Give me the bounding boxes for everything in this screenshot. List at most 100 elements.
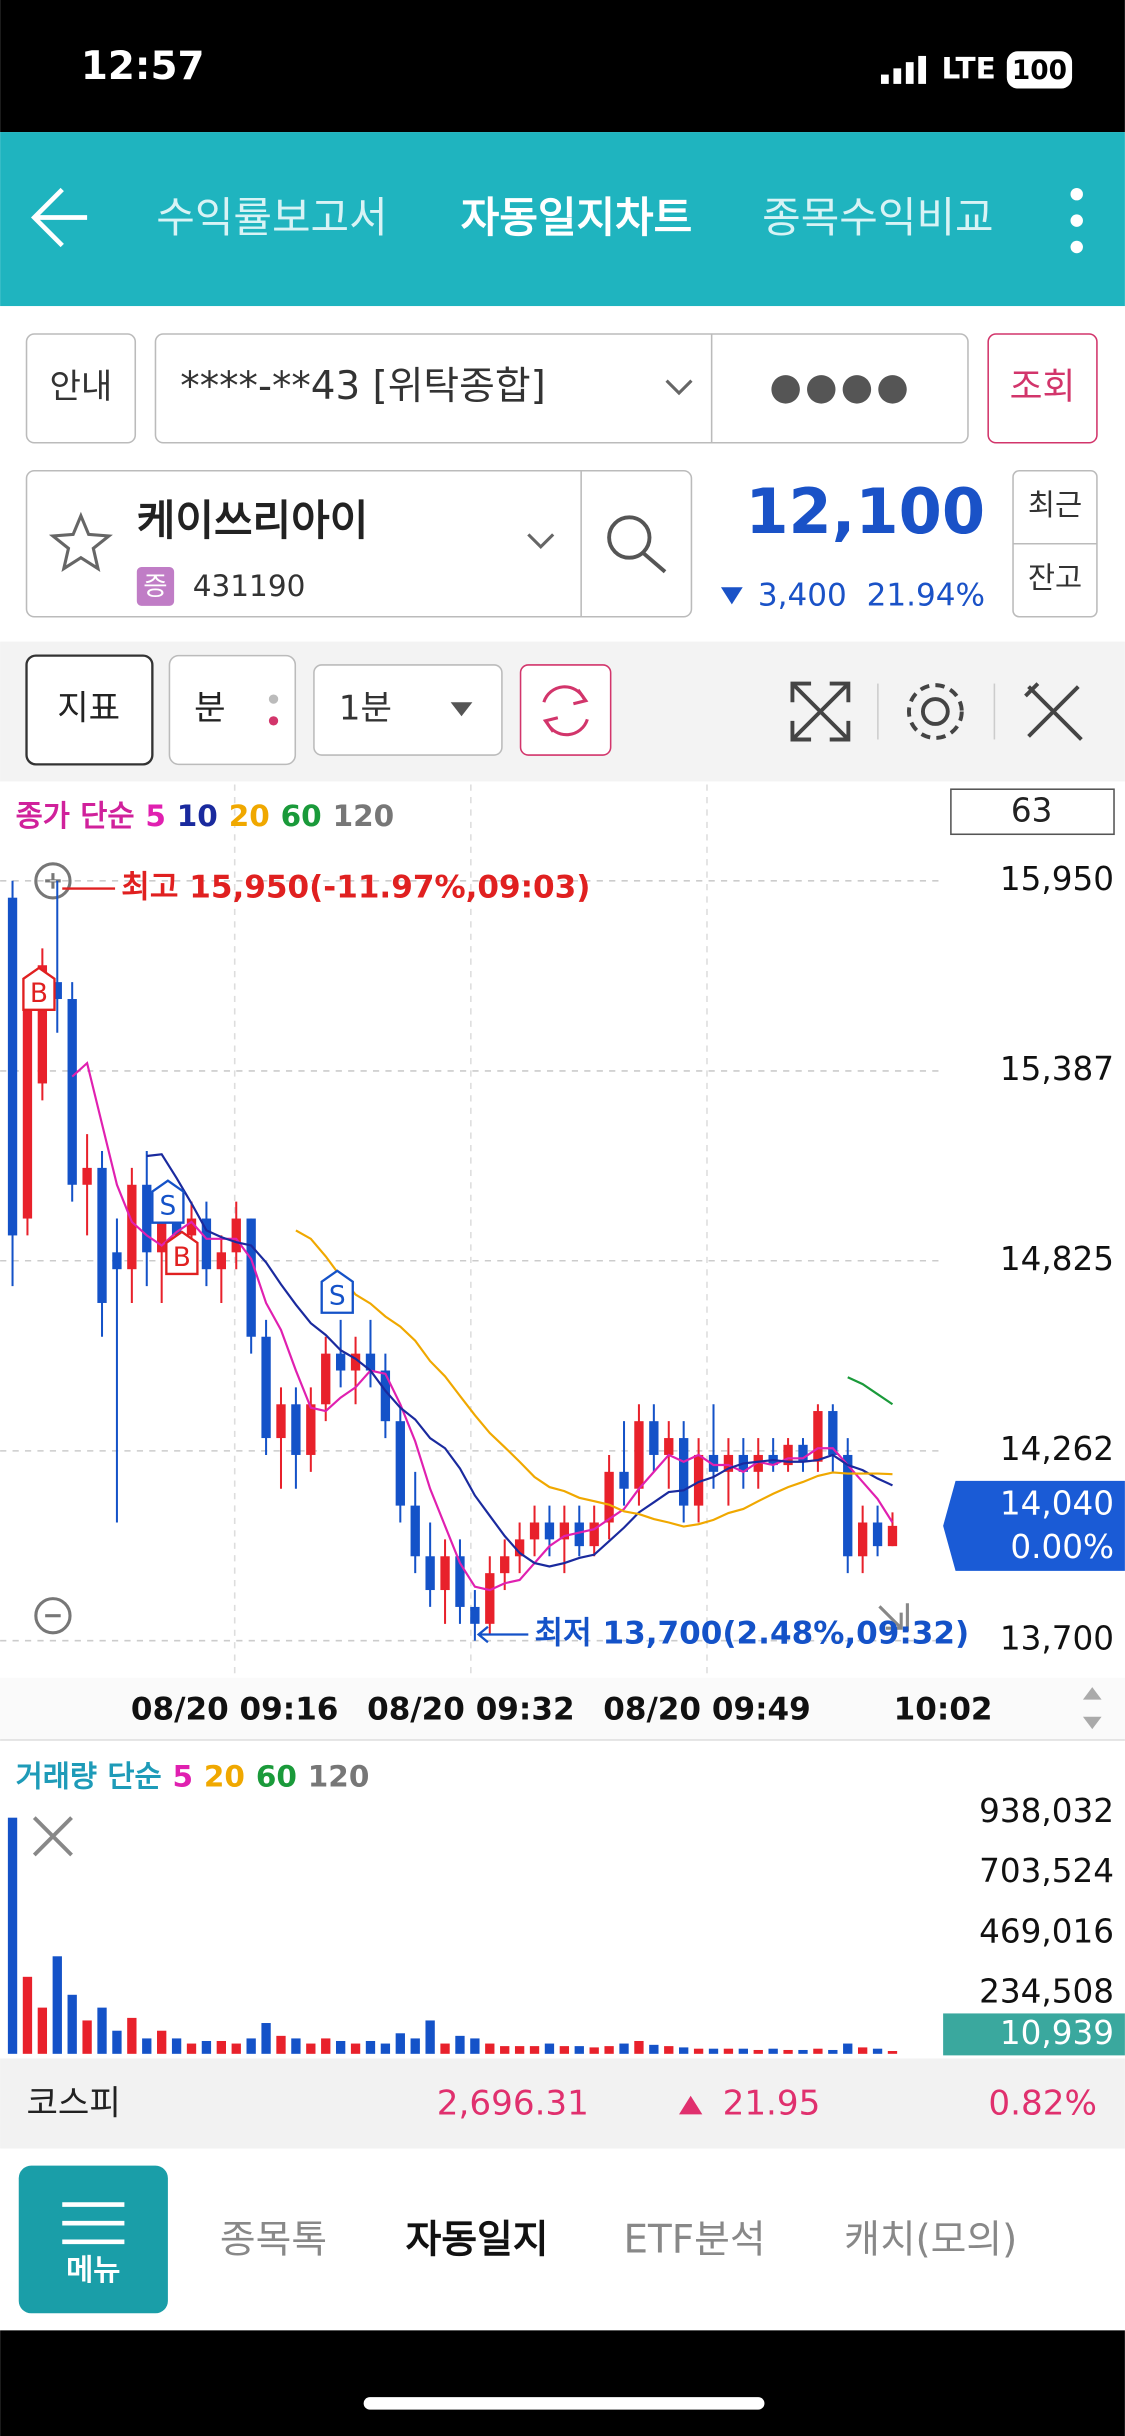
query-button[interactable] [987, 333, 1098, 444]
more-button[interactable] [1070, 187, 1083, 254]
candle-body [157, 1218, 167, 1253]
signal-icon [880, 55, 927, 84]
signal-marker [22, 966, 56, 1011]
stock-select[interactable] [25, 469, 693, 618]
guide-button[interactable] [25, 333, 137, 444]
volume-bar [82, 2020, 92, 2054]
stock-price: 12,100 [745, 475, 985, 548]
legend-entry: 10 [177, 799, 218, 833]
volume-bar [276, 2035, 286, 2054]
period-button[interactable] [168, 654, 297, 766]
dot [268, 716, 279, 726]
candle-body [514, 1539, 525, 1557]
signal-marker [320, 1269, 354, 1314]
candle-body [231, 1218, 241, 1253]
password-field[interactable]: ●●●● [769, 364, 912, 408]
interval-label: 1분 [339, 688, 392, 728]
volume-bar [887, 2051, 898, 2054]
y-tick-label: 14,262 [1000, 1430, 1114, 1468]
candle-body [843, 1454, 853, 1557]
stock-name: 케이쓰리아이 [137, 496, 368, 545]
scroll-end-button[interactable] [878, 1603, 909, 1632]
volume-bar [321, 2038, 331, 2054]
candle-body [22, 999, 33, 1219]
volume-bar [455, 2035, 465, 2054]
volume-bar [738, 2048, 748, 2054]
candle-body [410, 1505, 420, 1557]
volume-bar [544, 2043, 555, 2054]
dot [268, 694, 279, 704]
candle-body [365, 1353, 376, 1371]
nav-tab[interactable]: 수익률보고서 [156, 193, 387, 242]
tab[interactable]: 캐치(모의) [844, 2217, 1017, 2262]
index-bar [0, 2058, 1125, 2149]
candle-body [97, 1167, 107, 1303]
volume-bar [619, 2043, 629, 2054]
index-value: 2,696.31 [437, 2084, 589, 2124]
legend: 거래량 단순 5 20 60 120 [16, 1759, 370, 1793]
favorite-star[interactable] [48, 511, 113, 572]
down-arrow [720, 587, 743, 605]
balance-label: 잔고 [1028, 561, 1082, 595]
status-bar [0, 0, 1125, 133]
dropdown-arrow [450, 702, 473, 717]
candle-body [425, 1556, 435, 1591]
account-select[interactable] [154, 333, 969, 444]
nav-tab[interactable]: 종목수익비교 [762, 193, 994, 242]
volume-bar [529, 2046, 540, 2054]
volume-bar [112, 2030, 122, 2054]
candle-body [529, 1522, 540, 1540]
query-label: 조회 [1010, 366, 1076, 407]
zoom-out-button[interactable] [34, 1597, 72, 1635]
tab[interactable]: 자동일지 [406, 2217, 549, 2262]
y-tick-label: 14,825 [1000, 1240, 1114, 1278]
count-box[interactable] [950, 788, 1115, 836]
search-button[interactable] [607, 515, 667, 574]
interval-select[interactable] [313, 664, 503, 756]
tab-bar [0, 2148, 1125, 2331]
signal-label: B [30, 978, 48, 1009]
current-price: 14,040 [1000, 1485, 1114, 1523]
indicator-button[interactable] [25, 654, 154, 766]
account-number: ****-**43 [위탁종합] [180, 364, 545, 409]
y-tick-label: 938,032 [979, 1792, 1114, 1830]
volume-bar [604, 2046, 614, 2054]
candle-body [753, 1454, 763, 1472]
volume-bar [231, 2043, 241, 2054]
close-volume-button[interactable] [32, 1816, 73, 1857]
candle-body [52, 982, 62, 1000]
refresh-button[interactable] [519, 664, 612, 756]
recent-label: 최근 [1028, 488, 1082, 522]
volume-bar [649, 2044, 659, 2054]
settings-button[interactable] [907, 683, 964, 740]
volume-bar [872, 2048, 883, 2054]
tabs: 종목톡 자동일지 ETF분석 캐치(모의) [220, 2217, 1017, 2262]
volume-bar [664, 2046, 674, 2054]
volume-bar [201, 2040, 212, 2054]
volume-bar [843, 2043, 853, 2054]
volume-panel [0, 1740, 1125, 2059]
legend-entry: 60 [256, 1759, 297, 1793]
refresh-icon [542, 685, 589, 737]
candle-body [306, 1404, 316, 1455]
volume-bar [813, 2048, 823, 2054]
legend-entry: 20 [204, 1759, 245, 1793]
tab[interactable]: ETF분석 [624, 2217, 766, 2262]
scroll-arrows[interactable] [1082, 1687, 1102, 1730]
volume-bar [261, 2023, 271, 2054]
candle-body [798, 1444, 808, 1462]
tab[interactable]: 종목톡 [220, 2217, 327, 2262]
chevron [665, 379, 693, 396]
candle-body [321, 1353, 331, 1405]
volume-bar [500, 2046, 510, 2054]
candle-body [723, 1454, 734, 1472]
back-button[interactable] [30, 187, 88, 248]
tools-button[interactable] [1024, 682, 1083, 741]
fullscreen-button[interactable] [790, 681, 851, 742]
candle-body [813, 1411, 823, 1462]
legend-title: 거래량 단순 [16, 1759, 162, 1793]
nav-tab[interactable]: 자동일지차트 [461, 193, 693, 242]
stock-change-rate: 21.94% [867, 578, 985, 614]
volume-bar [52, 1956, 62, 2054]
signal-label: S [329, 1281, 346, 1312]
